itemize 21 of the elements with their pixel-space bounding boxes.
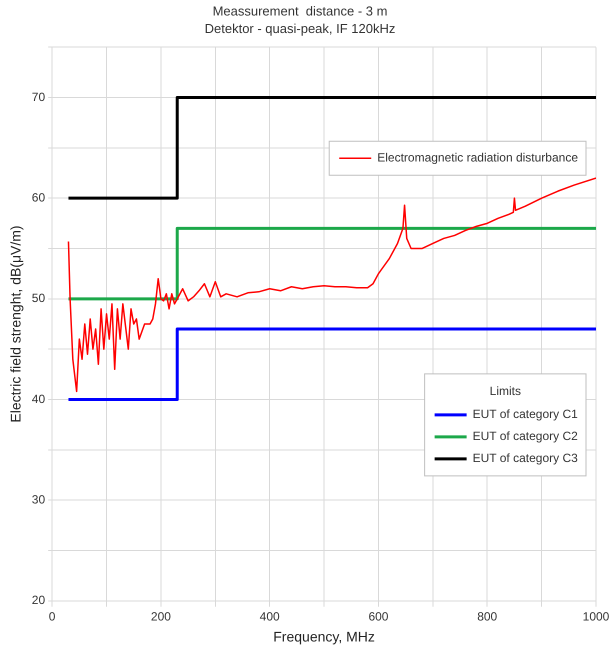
x-axis-title: Frequency, MHz — [273, 628, 375, 644]
chart-subtitle: Detektor - quasi-peak, IF 120kHz — [204, 20, 396, 36]
legend-label: EUT of category C1 — [472, 407, 578, 422]
x-tick-label: 400 — [260, 609, 280, 624]
x-tick-label: 600 — [368, 609, 389, 624]
legend-label: EUT of category C3 — [472, 451, 578, 466]
y-axis-title: Electric field strenght, dB(μV/m) — [7, 225, 24, 423]
y-tick-label: 50 — [32, 291, 46, 306]
y-tick-label: 70 — [32, 90, 46, 104]
x-tick-label: 0 — [48, 609, 56, 624]
x-tick-label: 1000 — [582, 609, 610, 624]
y-tick-label: 20 — [32, 593, 46, 608]
y-tick-label: 30 — [32, 492, 46, 506]
legend-label: Electromagnetic radiation disturbance — [377, 150, 578, 165]
legend-title: Limits — [490, 384, 521, 398]
legend-label: EUT of category C2 — [472, 429, 578, 444]
y-tick-label: 60 — [32, 190, 46, 204]
chart-title: Meassurement distance - 3 m — [212, 3, 388, 18]
x-tick-label: 800 — [477, 609, 498, 624]
y-tick-label: 40 — [32, 392, 46, 406]
x-tick-label: 200 — [150, 609, 172, 624]
